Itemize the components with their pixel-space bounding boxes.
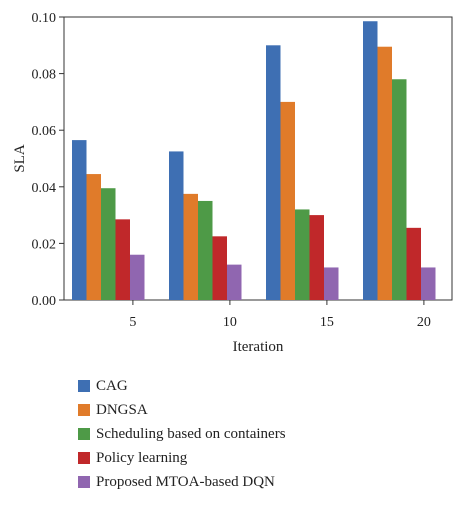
bar bbox=[183, 193, 198, 300]
legend-label: Scheduling based on containers bbox=[96, 426, 286, 442]
bar-chart: 0.00 0.02 0.04 0.06 0.08 0.10 5 10 15 20 SLA Iter… bbox=[12, 11, 453, 355]
plot-area: 0.00 0.02 0.04 0.06 0.08 0.10 5 10 15 20 bbox=[32, 11, 453, 330]
plot-frame bbox=[63, 16, 453, 301]
bar bbox=[363, 21, 378, 301]
y-tick-label: 0.06 bbox=[32, 124, 57, 139]
bar bbox=[295, 209, 310, 300]
bar bbox=[212, 236, 227, 300]
y-tick-label: 0.04 bbox=[32, 181, 57, 196]
x-tick-label: 15 bbox=[320, 315, 334, 330]
bar bbox=[169, 151, 184, 300]
legend-label: CAG bbox=[96, 378, 128, 394]
bar bbox=[130, 254, 145, 300]
bar bbox=[406, 227, 421, 300]
legend-label: Policy learning bbox=[96, 450, 188, 466]
bar bbox=[72, 140, 87, 300]
x-tick-label: 10 bbox=[223, 315, 237, 330]
bar bbox=[115, 219, 130, 300]
bar bbox=[280, 101, 295, 301]
x-tick-label: 20 bbox=[417, 315, 431, 330]
bar bbox=[86, 174, 101, 300]
legend-swatch bbox=[78, 380, 90, 392]
x-tick-label: 5 bbox=[129, 315, 136, 330]
legend-item: Policy learning bbox=[78, 446, 286, 470]
bar bbox=[324, 267, 339, 300]
y-tick-label: 0.00 bbox=[32, 294, 57, 309]
bar bbox=[377, 46, 392, 301]
legend-label: Proposed MTOA-based DQN bbox=[96, 474, 275, 490]
legend-swatch bbox=[78, 428, 90, 440]
legend-item: DNGSA bbox=[78, 398, 286, 422]
legend-swatch bbox=[78, 452, 90, 464]
y-tick-label: 0.08 bbox=[32, 68, 57, 83]
legend-item: Scheduling based on containers bbox=[78, 422, 286, 446]
legend-swatch bbox=[78, 404, 90, 416]
bar bbox=[198, 200, 213, 300]
x-axis-label: Iteration bbox=[233, 339, 284, 355]
bar bbox=[266, 45, 281, 300]
bar bbox=[392, 79, 407, 300]
y-tick-label: 0.02 bbox=[32, 237, 57, 252]
bar bbox=[227, 264, 242, 300]
legend: CAG DNGSA Scheduling based on containers Po… bbox=[78, 374, 286, 494]
legend-label: DNGSA bbox=[96, 402, 148, 418]
y-axis-label: SLA bbox=[12, 144, 28, 173]
y-tick-label: 0.10 bbox=[32, 11, 57, 26]
legend-swatch bbox=[78, 476, 90, 488]
bar bbox=[101, 188, 116, 300]
bar bbox=[309, 215, 324, 300]
legend-item: CAG bbox=[78, 374, 286, 398]
bar bbox=[421, 267, 436, 300]
legend-item: Proposed MTOA-based DQN bbox=[78, 470, 286, 494]
